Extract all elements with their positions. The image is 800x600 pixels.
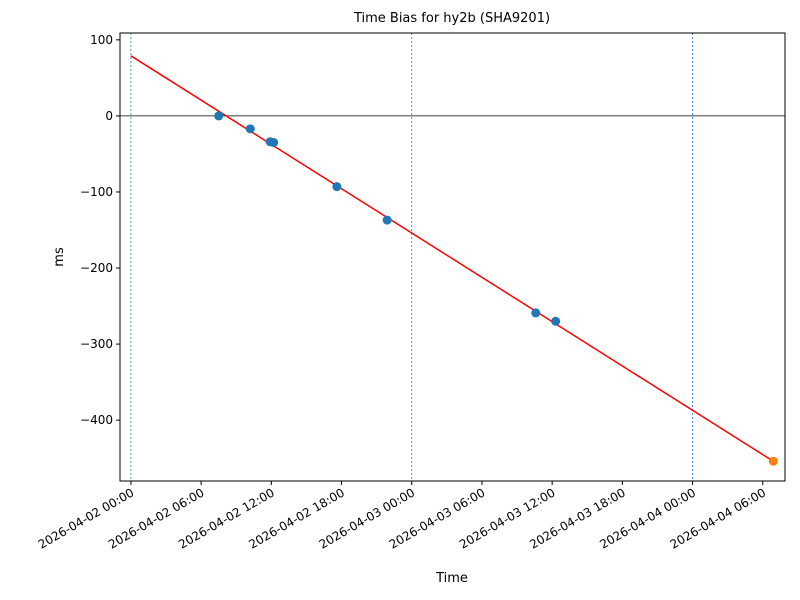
point (768, 456, 778, 466)
point (531, 308, 541, 318)
point (269, 138, 279, 148)
x-axis-label: Time (435, 571, 468, 586)
y-tick-label: −400 (80, 413, 113, 427)
y-tick-label: 100 (90, 33, 113, 47)
point (332, 182, 342, 192)
y-axis-label: ms (52, 247, 67, 267)
point (551, 316, 561, 326)
plot-frame (119, 32, 786, 482)
y-tick-label: −100 (80, 185, 113, 199)
point (245, 124, 255, 134)
point (214, 111, 224, 121)
y-tick-label: −300 (80, 337, 113, 351)
y-tick-label: −200 (80, 261, 113, 275)
y-tick-label: 0 (105, 109, 113, 123)
fit-line (130, 55, 774, 462)
chart-title: Time Bias for hy2b (SHA9201) (353, 11, 550, 26)
point (382, 215, 392, 225)
